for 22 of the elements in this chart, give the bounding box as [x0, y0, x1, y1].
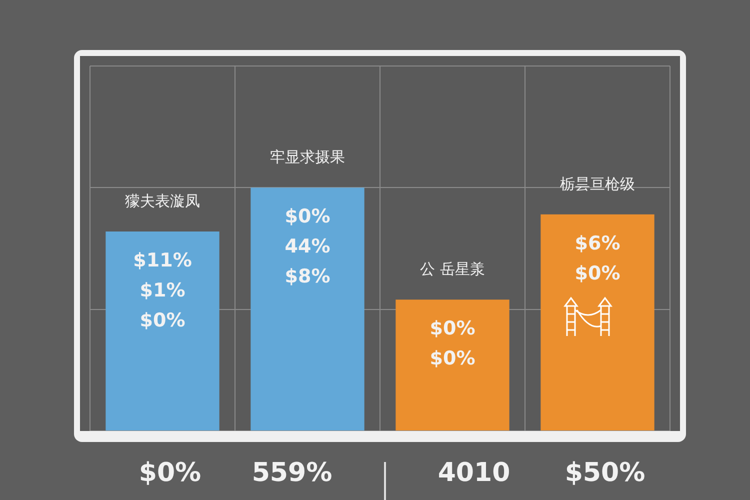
- x-tick-label: 栃昙亘枪级: [560, 174, 635, 193]
- bar: [396, 300, 510, 430]
- annotation: $8%: [284, 266, 330, 288]
- x-tick-label: 牢显求摄果: [270, 148, 345, 166]
- annotation: $0%: [574, 262, 620, 284]
- x-tick-label: 獴夫表漩凤: [125, 192, 200, 210]
- annotation: $0%: [430, 348, 476, 370]
- text: $0%: [138, 458, 202, 488]
- text: 4010: [436, 458, 512, 488]
- annotation: 44%: [284, 236, 330, 258]
- annotation: $6%: [574, 232, 620, 254]
- bar: [540, 214, 654, 430]
- annotation: $0%: [430, 318, 476, 340]
- annotation: $11%: [133, 249, 192, 272]
- text: 559%: [250, 458, 334, 488]
- annotation: $0%: [284, 206, 330, 228]
- annotation: $1%: [140, 279, 186, 302]
- text: $50%: [564, 458, 646, 488]
- bar: [106, 231, 220, 430]
- annotation: $0%: [140, 309, 186, 332]
- x-tick-label: 公 岳星羕: [420, 260, 485, 278]
- bar: [250, 188, 364, 430]
